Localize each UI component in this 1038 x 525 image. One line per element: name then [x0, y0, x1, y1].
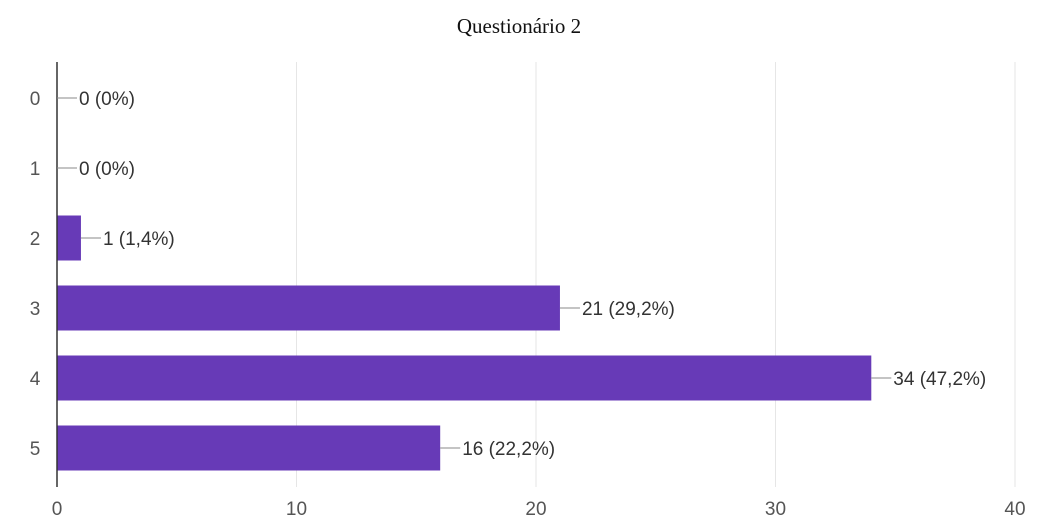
data-label: 1 (1,4%): [103, 229, 175, 250]
data-label: 16 (22,2%): [462, 439, 555, 460]
bar: [57, 215, 81, 261]
labels: 0 10 20 30 40 0 0 (0%) 1 0 (0%) 2 1 (1,4%) 3 21 (29,…: [30, 89, 1026, 520]
y-tick-label: 5: [30, 439, 41, 460]
x-tick-label: 0: [52, 499, 63, 520]
data-label: 0 (0%): [79, 89, 135, 110]
bars: [57, 215, 872, 471]
x-tick-label: 40: [1004, 499, 1025, 520]
data-label: 0 (0%): [79, 159, 135, 180]
x-tick-label: 30: [765, 499, 786, 520]
y-tick-label: 2: [30, 229, 41, 250]
data-label: 21 (29,2%): [582, 299, 675, 320]
bar: [57, 355, 872, 401]
y-tick-label: 4: [30, 369, 41, 390]
bar: [57, 285, 560, 331]
bar: [57, 425, 441, 471]
y-tick-label: 0: [30, 89, 41, 110]
x-tick-label: 10: [286, 499, 307, 520]
chart-title: Questionário 2: [456, 14, 582, 38]
y-tick-label: 1: [30, 159, 41, 180]
y-tick-label: 3: [30, 299, 41, 320]
x-tick-label: 20: [525, 499, 546, 520]
data-label: 34 (47,2%): [893, 369, 986, 390]
grid-lines: [296, 62, 1016, 487]
